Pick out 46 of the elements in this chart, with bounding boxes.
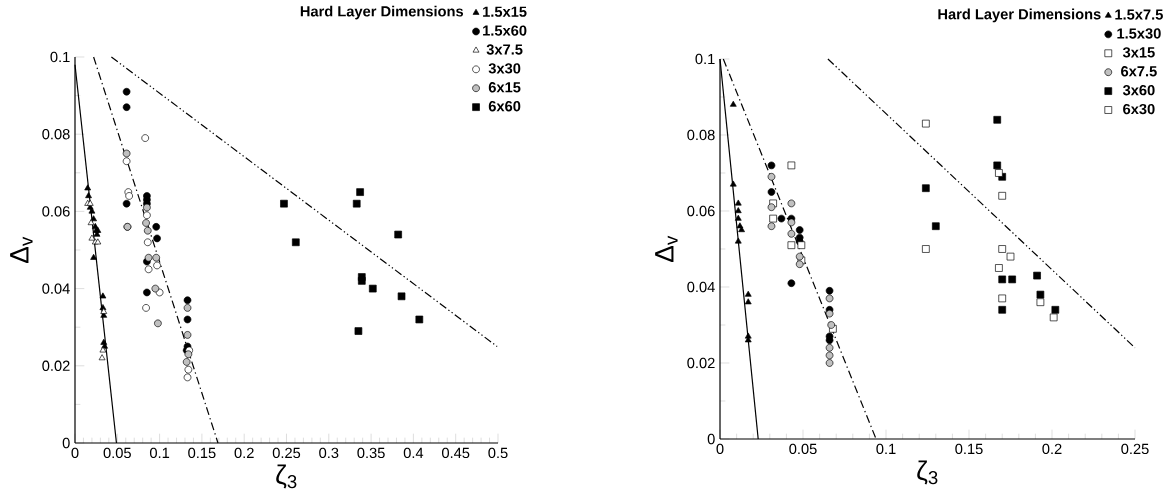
x-tick-label: 0.35 <box>357 447 385 459</box>
legend-label: 3x15 <box>1122 47 1155 58</box>
x-tick-label: 0 <box>71 447 79 459</box>
legend-label: 3x30 <box>488 63 521 74</box>
legend-label: 6x7.5 <box>1121 66 1157 77</box>
x-tick-label: 0 <box>716 443 724 455</box>
x-axis-title: ζ$_{3}$ <box>917 460 938 485</box>
y-tick-label: 0.08 <box>42 129 70 140</box>
y-tick-label: 0.06 <box>687 205 715 217</box>
x-tick-label: 0.2 <box>1042 443 1062 455</box>
x-tick-label: 0.05 <box>789 443 817 455</box>
y-tick-label: 0.04 <box>687 281 715 293</box>
x-tick-label: 0.25 <box>1121 443 1149 455</box>
legend-label: 3x60 <box>1122 84 1155 96</box>
y-tick-label: 0.1 <box>695 53 715 65</box>
y-tick-label: 0 <box>707 433 715 445</box>
x-tick-label: 0.05 <box>103 447 131 459</box>
x-tick-label: 0.15 <box>955 443 983 455</box>
y-tick-label: 0.08 <box>687 129 715 141</box>
x-axis-title: ζ$_{3}$ <box>276 464 297 489</box>
y-tick-label: 0.04 <box>42 283 70 294</box>
x-tick-label: 0.25 <box>272 447 301 459</box>
legend-label: 6x60 <box>488 101 521 112</box>
legend-label: 6x30 <box>1123 103 1155 115</box>
x-tick-label: 0.45 <box>441 447 470 459</box>
legend-title: Hard Layer Dimensions <box>300 5 464 20</box>
y-tick-label: 0.1 <box>50 51 70 63</box>
x-tick-label: 0.1 <box>149 447 170 459</box>
x-tick-label: 0.4 <box>403 447 424 459</box>
legend-label: 1.5x15 <box>483 6 527 17</box>
y-axis-title: Δ$_{v}$ <box>10 236 33 264</box>
legend-label: 6x15 <box>488 82 521 93</box>
y-tick-label: 0.02 <box>42 360 70 371</box>
legend-label: 1.5x30 <box>1117 28 1161 39</box>
x-tick-label: 0.3 <box>319 447 339 459</box>
y-axis-title: Δ$_{v}$ <box>655 235 678 263</box>
legend-title: Hard Layer Dimensions <box>938 8 1101 23</box>
legend-label: 1.5x7.5 <box>1115 9 1163 20</box>
x-tick-label: 0.1 <box>876 443 896 455</box>
y-tick-label: 0.02 <box>687 357 715 369</box>
legend-label: 3x7.5 <box>486 44 523 55</box>
x-tick-label: 0.15 <box>188 447 216 459</box>
y-tick-label: 0.06 <box>42 206 70 217</box>
x-tick-label: 0.2 <box>234 447 254 459</box>
legend-label: 1.5x60 <box>483 25 527 36</box>
x-tick-label: 0.5 <box>488 447 508 459</box>
